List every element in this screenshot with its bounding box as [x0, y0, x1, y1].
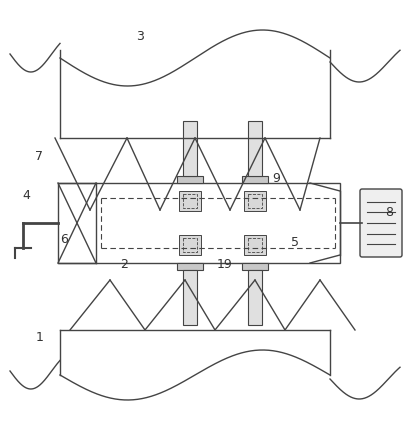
Bar	[242, 263, 268, 270]
Bar	[183, 194, 197, 208]
Bar	[179, 191, 201, 211]
Text: 8: 8	[385, 206, 393, 219]
Bar	[244, 235, 266, 255]
Text: 6: 6	[60, 233, 68, 246]
Text: 19: 19	[217, 258, 232, 271]
Bar	[244, 191, 266, 211]
Bar	[179, 235, 201, 255]
Text: 1: 1	[35, 331, 43, 344]
Bar	[177, 176, 203, 183]
Bar	[242, 176, 268, 183]
Bar	[58, 183, 340, 263]
Bar	[183, 270, 197, 325]
Text: 4: 4	[23, 189, 31, 202]
Text: 7: 7	[35, 150, 43, 163]
Bar	[248, 270, 262, 325]
Text: 9: 9	[272, 172, 280, 185]
Text: 3: 3	[136, 30, 144, 43]
Text: 5: 5	[290, 237, 299, 249]
Bar	[248, 238, 262, 252]
Bar	[183, 121, 197, 176]
Bar	[177, 263, 203, 270]
Bar	[183, 238, 197, 252]
Bar	[248, 121, 262, 176]
Bar	[248, 194, 262, 208]
FancyBboxPatch shape	[360, 189, 402, 257]
Text: 2: 2	[119, 258, 128, 271]
